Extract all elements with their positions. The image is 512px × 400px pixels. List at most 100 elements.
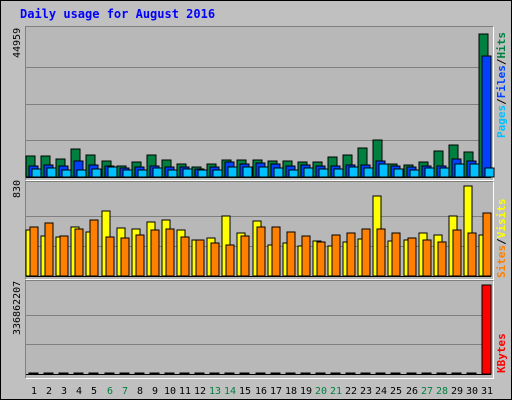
- kbytes-bar: [255, 372, 266, 375]
- day-label: 14: [224, 386, 236, 397]
- sites-bar: [301, 235, 311, 277]
- day-label: 1: [31, 386, 37, 397]
- pages-bar: [152, 167, 163, 178]
- day-label: 20: [315, 386, 327, 397]
- kbytes-bar: [330, 372, 341, 375]
- pages-bar: [122, 169, 133, 178]
- day-label: 11: [179, 386, 191, 397]
- pages-bar: [424, 167, 435, 178]
- sites-bar: [240, 235, 250, 277]
- sites-bar: [195, 239, 205, 277]
- kbytes-bar: [481, 284, 492, 375]
- kbytes-bar: [224, 372, 235, 375]
- sites-bar: [29, 226, 39, 277]
- day-label: 5: [91, 386, 97, 397]
- kbytes-bar: [406, 372, 417, 375]
- pages-bar: [227, 166, 238, 178]
- pages-bar: [258, 166, 269, 178]
- kbytes-bar: [28, 372, 39, 375]
- sites-bar: [59, 235, 69, 277]
- day-label: 8: [137, 386, 143, 397]
- kbytes-bar: [421, 372, 432, 375]
- pages-bar: [242, 166, 253, 178]
- day-label: 24: [375, 386, 387, 397]
- sites-bar: [180, 236, 190, 277]
- kbytes-bar: [270, 372, 281, 375]
- day-label: 25: [390, 386, 402, 397]
- day-label: 17: [270, 386, 282, 397]
- pages-bar: [107, 166, 118, 178]
- day-label: 30: [466, 386, 478, 397]
- day-label: 23: [360, 386, 372, 397]
- kbytes-bar: [390, 372, 401, 375]
- day-label: 21: [330, 386, 342, 397]
- kbytes-bar: [88, 372, 99, 375]
- sites-bar: [44, 222, 54, 277]
- sites-bar: [407, 237, 417, 277]
- pages-bar: [439, 167, 450, 178]
- kbytes-bar: [209, 372, 220, 375]
- sites-bar: [225, 244, 235, 277]
- sites-bar: [376, 228, 386, 277]
- kbytes-bar: [300, 372, 311, 375]
- sites-bar: [271, 226, 281, 277]
- pages-bar: [182, 168, 193, 178]
- kbytes-bar: [375, 372, 386, 375]
- kbytes-bar: [58, 372, 69, 375]
- day-label: 9: [152, 386, 158, 397]
- day-label: 6: [107, 386, 113, 397]
- kbytes-bar: [345, 372, 356, 375]
- pages-bar: [46, 167, 57, 178]
- kbytes-plot: [25, 280, 494, 379]
- pages-bar: [454, 163, 465, 178]
- sites-bar: [452, 229, 462, 277]
- day-label: 13: [209, 386, 221, 397]
- files-bar: [481, 55, 492, 178]
- kbytes-bar: [43, 372, 54, 375]
- sites-bar: [422, 239, 432, 277]
- sites-bar: [135, 234, 145, 277]
- pages-bar: [333, 168, 344, 178]
- sites-bar: [89, 219, 99, 277]
- day-label: 7: [122, 386, 128, 397]
- day-label: 18: [285, 386, 297, 397]
- day-label: 27: [421, 386, 433, 397]
- kbytes-bar: [149, 372, 160, 375]
- hits-files-pages-plot: [25, 26, 494, 181]
- day-label: 19: [300, 386, 312, 397]
- sites-bar: [150, 229, 160, 277]
- day-label: 28: [436, 386, 448, 397]
- pages-bar: [167, 169, 178, 178]
- sites-bar: [346, 232, 356, 277]
- pages-bar: [363, 167, 374, 178]
- day-label: 26: [406, 386, 418, 397]
- pages-bar: [137, 169, 148, 178]
- kbytes-bar: [104, 372, 115, 375]
- day-label: 10: [164, 386, 176, 397]
- pages-bar: [76, 169, 87, 178]
- day-label: 12: [194, 386, 206, 397]
- sites-bar: [437, 241, 447, 277]
- sites-bar: [256, 226, 266, 277]
- sites-bar: [391, 232, 401, 277]
- pages-bar: [288, 169, 299, 178]
- pages-bar: [273, 167, 284, 178]
- pages-bar: [348, 166, 359, 178]
- pages-bar: [212, 169, 223, 178]
- sites-bar: [165, 228, 175, 277]
- day-label: 22: [345, 386, 357, 397]
- pages-bar: [469, 163, 480, 178]
- pages-bar: [31, 168, 42, 178]
- kbytes-bar: [466, 372, 477, 375]
- sites-bar: [361, 228, 371, 277]
- pages-bar: [197, 169, 208, 178]
- sites-bar: [331, 234, 341, 277]
- day-label: 31: [481, 386, 493, 397]
- pages-bar: [393, 168, 404, 178]
- sites-bar: [210, 242, 220, 277]
- sites-bar: [120, 237, 130, 277]
- pages-bar: [318, 168, 329, 178]
- sites-bar: [482, 212, 492, 277]
- kbytes-bar: [451, 372, 462, 375]
